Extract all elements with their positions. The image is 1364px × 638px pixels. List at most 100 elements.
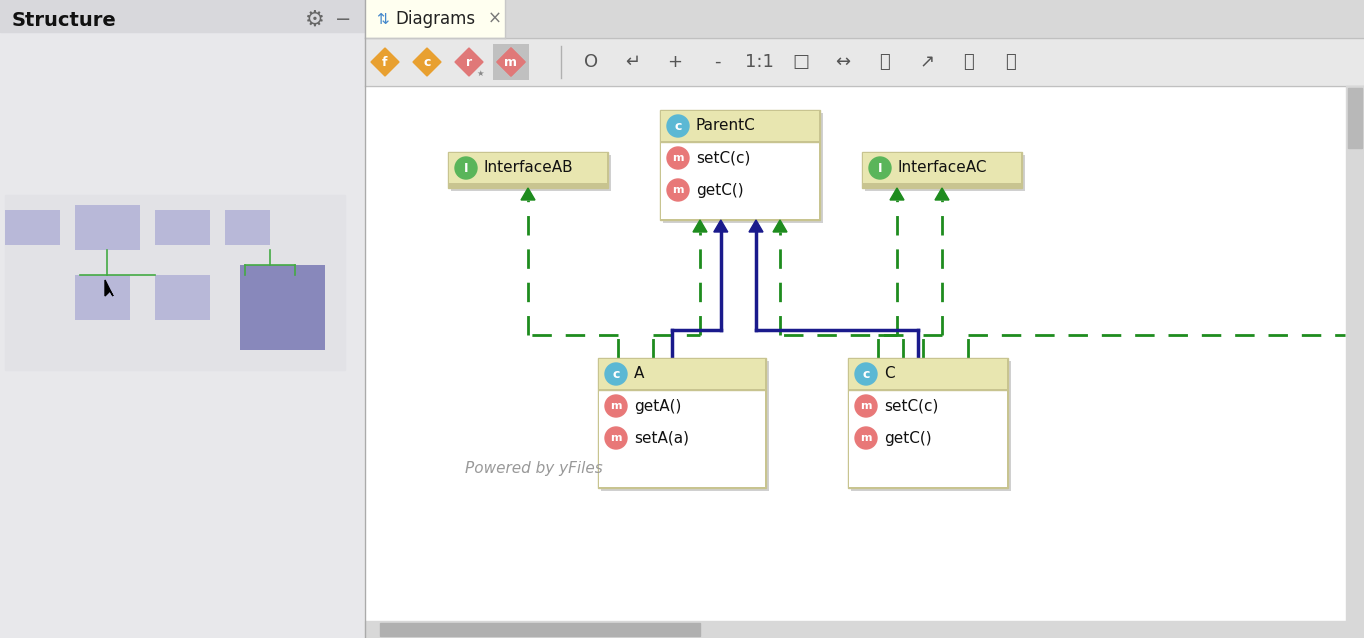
Bar: [1348, 88, 1363, 148]
Text: c: c: [612, 367, 619, 380]
Polygon shape: [521, 188, 535, 200]
Text: -: -: [713, 53, 720, 71]
Bar: [597, 358, 767, 488]
Text: InterfaceAC: InterfaceAC: [898, 161, 988, 175]
Circle shape: [456, 157, 477, 179]
Text: ⌕: ⌕: [1005, 53, 1016, 71]
Bar: [492, 44, 529, 80]
Bar: [366, 621, 1346, 638]
Circle shape: [606, 363, 627, 385]
Bar: [155, 210, 210, 245]
Text: InterfaceAB: InterfaceAB: [484, 161, 574, 175]
FancyBboxPatch shape: [851, 361, 1011, 491]
Bar: [381, 623, 700, 636]
Text: c: c: [674, 119, 682, 133]
Polygon shape: [496, 48, 525, 76]
Text: m: m: [610, 401, 622, 411]
Polygon shape: [456, 48, 483, 76]
Bar: [848, 358, 1008, 488]
Circle shape: [855, 363, 877, 385]
Text: Structure: Structure: [12, 10, 117, 29]
Text: m: m: [672, 185, 683, 195]
Text: ⇅: ⇅: [376, 11, 389, 27]
Bar: [0, 0, 366, 32]
Polygon shape: [934, 188, 949, 200]
Circle shape: [606, 395, 627, 417]
Circle shape: [667, 147, 689, 169]
Bar: [366, 86, 1346, 638]
Text: r: r: [466, 56, 472, 68]
Bar: [662, 142, 818, 219]
Text: 1:1: 1:1: [745, 53, 773, 71]
Polygon shape: [693, 220, 707, 232]
Text: m: m: [861, 401, 872, 411]
Bar: [447, 152, 608, 188]
Text: m: m: [861, 433, 872, 443]
Text: m: m: [610, 433, 622, 443]
Circle shape: [855, 427, 877, 449]
Text: ⚙: ⚙: [306, 10, 325, 30]
Circle shape: [606, 427, 627, 449]
Bar: [1346, 86, 1364, 638]
FancyBboxPatch shape: [602, 361, 769, 491]
Text: c: c: [862, 367, 870, 380]
Polygon shape: [371, 48, 400, 76]
Text: ↔: ↔: [835, 53, 851, 71]
Bar: [366, 0, 1364, 38]
Bar: [449, 153, 607, 183]
Text: ↵: ↵: [626, 53, 641, 71]
Text: A: A: [634, 366, 644, 382]
Text: −: −: [334, 10, 351, 29]
Bar: [599, 359, 765, 389]
Text: I: I: [464, 161, 468, 175]
Text: O: O: [584, 53, 597, 71]
Text: □: □: [792, 53, 809, 71]
Bar: [366, 38, 1364, 86]
Polygon shape: [749, 220, 762, 232]
Bar: [848, 390, 1007, 487]
Text: I: I: [878, 161, 883, 175]
Polygon shape: [105, 280, 113, 296]
Bar: [225, 210, 270, 245]
Polygon shape: [413, 48, 441, 76]
Circle shape: [855, 395, 877, 417]
Bar: [155, 275, 210, 320]
Text: ⎙: ⎙: [963, 53, 974, 71]
Bar: [0, 0, 366, 638]
Bar: [662, 111, 818, 141]
Text: getC(): getC(): [696, 182, 743, 198]
Polygon shape: [773, 220, 787, 232]
FancyBboxPatch shape: [865, 155, 1024, 191]
Text: m: m: [672, 153, 683, 163]
Text: setC(c): setC(c): [884, 399, 938, 413]
Text: f: f: [382, 56, 387, 68]
FancyBboxPatch shape: [451, 155, 611, 191]
Text: setC(c): setC(c): [696, 151, 750, 165]
Bar: [240, 265, 325, 350]
Text: ★: ★: [476, 68, 484, 77]
Text: ParentC: ParentC: [696, 119, 756, 133]
Text: getC(): getC(): [884, 431, 932, 445]
Text: setA(a): setA(a): [634, 431, 689, 445]
Text: ↗: ↗: [919, 53, 934, 71]
Bar: [599, 390, 765, 487]
Bar: [75, 205, 140, 250]
Circle shape: [667, 179, 689, 201]
Text: getA(): getA(): [634, 399, 682, 413]
Circle shape: [869, 157, 891, 179]
Text: c: c: [423, 56, 431, 68]
Polygon shape: [496, 48, 525, 76]
Text: ×: ×: [488, 10, 502, 28]
Bar: [366, 0, 505, 38]
Bar: [5, 210, 60, 245]
Bar: [75, 275, 130, 320]
Bar: [5, 195, 345, 370]
Bar: [863, 153, 1022, 183]
Polygon shape: [713, 220, 728, 232]
Polygon shape: [889, 188, 904, 200]
Bar: [848, 359, 1007, 389]
Text: m: m: [505, 56, 517, 68]
Text: Powered by yFiles: Powered by yFiles: [465, 461, 603, 475]
Bar: [862, 152, 1022, 188]
Text: ⎙: ⎙: [880, 53, 891, 71]
